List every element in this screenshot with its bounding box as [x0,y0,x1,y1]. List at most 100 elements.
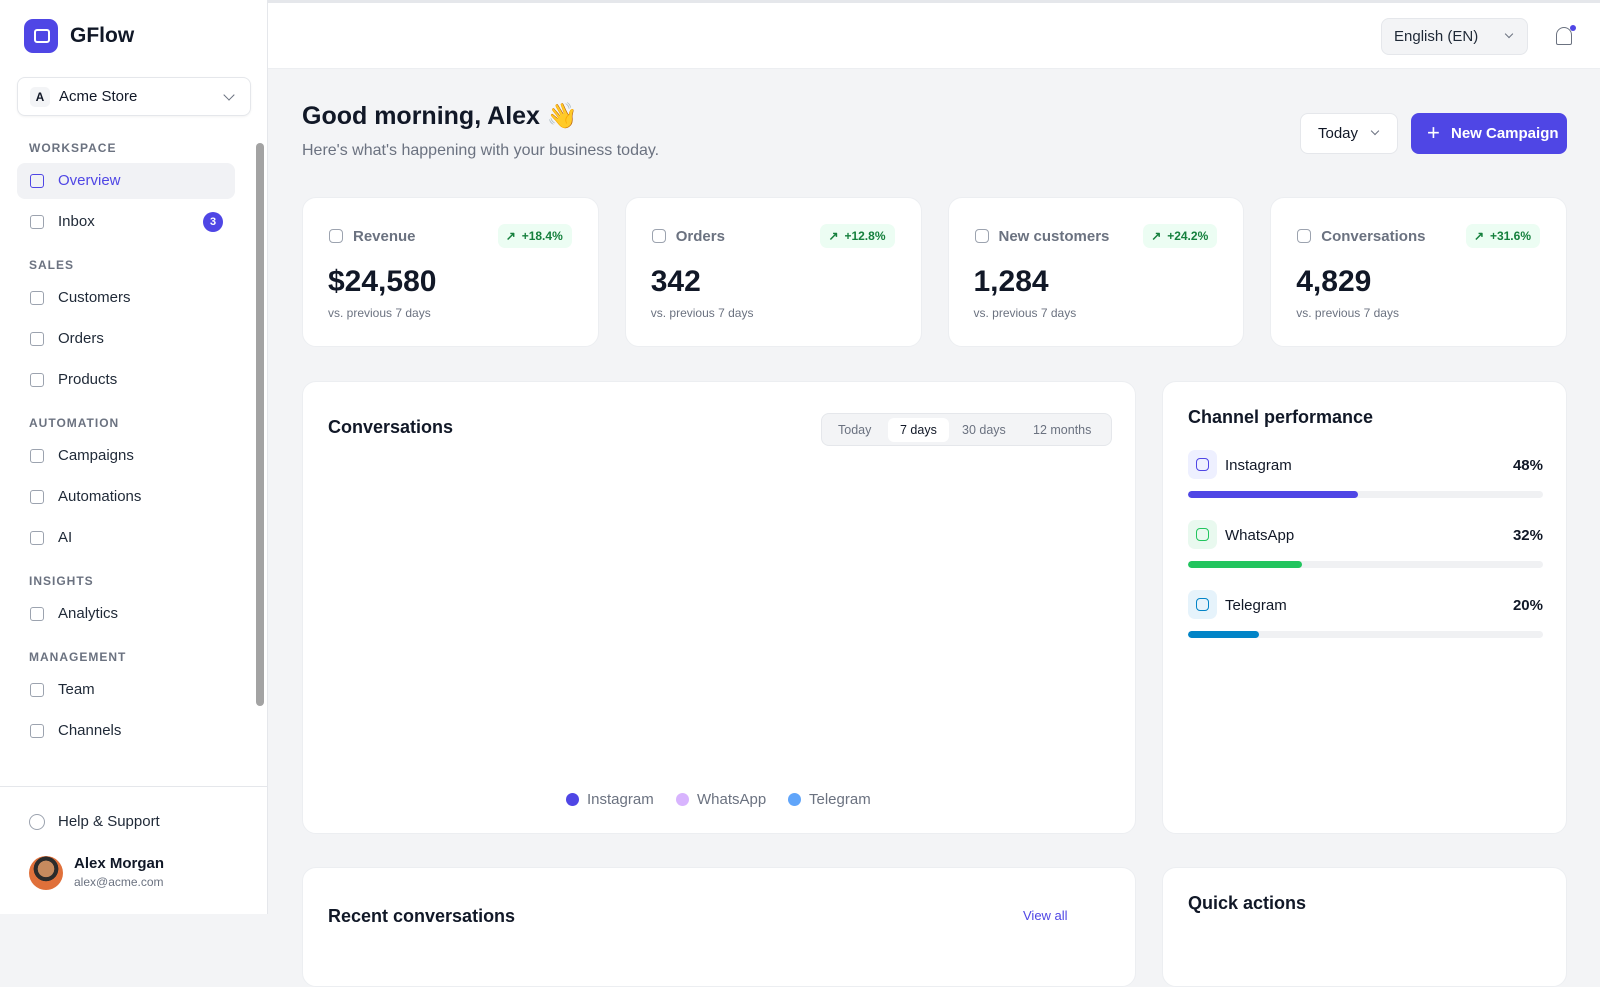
stat-change: +31.6% [1465,224,1540,248]
stat-value: 342 [650,265,701,298]
stat-label: New customers [998,228,1110,245]
stat-value: 4,829 [1296,265,1372,298]
sidebar-footer: Help & Support Alex Morgan alex@acme.com [0,786,267,914]
nav-item[interactable]: AI [17,520,235,556]
view-all[interactable]: View all [1023,908,1068,923]
chevron [1504,29,1514,39]
period-select[interactable]: Today [1300,113,1398,154]
nav-icon [30,531,44,545]
nav-label: AI [58,529,73,546]
nav-label: Team [58,681,95,698]
help-link[interactable]: Help & Support [58,813,160,830]
nav-icon [30,724,44,738]
legend-dot [676,793,689,806]
nav-item[interactable]: Team [17,672,235,708]
logo [24,19,58,53]
stat-label: Orders [675,228,725,245]
nav-section: WORKSPACE [29,141,117,155]
stat-note: vs. previous 7 days [650,306,754,320]
quick-card: Quick actions [1162,867,1567,987]
page: GFlow A Acme Store WORKSPACE Overview Inbo… [0,0,1600,914]
stat-change: +24.2% [1143,224,1218,248]
nav-label: Orders [58,330,104,347]
avatar[interactable] [29,856,63,890]
store-selector[interactable]: A Acme Store [17,77,251,116]
stat-card: New customers +24.2% 1,284 vs. previous 7 d… [947,197,1245,347]
tab[interactable]: Today [838,423,872,437]
tab[interactable]: 12 months [1033,423,1092,437]
progress-track [1188,561,1543,568]
icon-glyph [1196,458,1209,471]
language: English (EN) [1394,28,1479,45]
legend-label: Instagram [587,791,654,808]
nav-item[interactable]: Campaigns [17,438,235,474]
nav-item[interactable]: Automations [17,479,235,515]
recent-card: Recent conversations View all [302,867,1136,987]
stat-label: Conversations [1321,228,1426,245]
stat-icon [651,229,666,243]
legend-dot [566,793,579,806]
nav-item[interactable]: Inbox 3 [17,204,235,240]
stat-change: +18.4% [497,224,572,248]
user-email: alex@acme.com [74,875,164,889]
channel-name: Telegram [1225,597,1287,614]
stat-icon [974,229,989,243]
nav-icon [30,373,44,387]
channel-name: Instagram [1225,457,1292,474]
nav-item[interactable]: Analytics [17,596,235,632]
stat-note: vs. previous 7 days [973,306,1077,320]
greeting: Good morning, Alex 👋 [302,102,579,130]
channel-icon [1188,520,1217,549]
legend-item: Instagram [566,791,654,808]
nav-label: Automations [58,488,142,505]
tabs: Today 7 days 30 days 12 months [821,413,1112,446]
stat-note: vs. previous 7 days [1296,306,1399,320]
stat-card: Conversations +31.6% 4,829 vs. previous 7 d… [1270,197,1567,347]
channel-icon [1188,450,1217,479]
nav-icon [30,449,44,463]
legend-item: WhatsApp [676,791,766,808]
channel-icon [1188,590,1217,619]
stat-card: Revenue +18.4% $24,580 vs. previous 7 days [302,197,599,347]
nav-section: MANAGEMENT [29,650,127,664]
nav-label: Products [58,371,118,388]
stat-note: vs. previous 7 days [328,306,431,320]
nav-label: Inbox [58,213,95,230]
nav-label: Customers [58,289,131,306]
nav-item[interactable]: Customers [17,280,235,316]
scrollbar[interactable] [256,143,264,706]
card-title: Recent conversations [328,906,516,926]
nav-item[interactable]: Orders [17,321,235,357]
chevron [1370,126,1380,136]
progress-bar [1188,631,1259,638]
topbar: English (EN) [268,0,1600,69]
notifications[interactable] [1556,27,1572,45]
stat-label: Revenue [353,228,416,245]
new-campaign-button[interactable]: New Campaign [1411,112,1567,154]
nav-icon [30,291,44,305]
nav-icon [30,490,44,504]
tab[interactable]: 7 days [888,418,949,442]
nav-item[interactable]: Products [17,362,235,398]
nav-item[interactable]: Overview [17,163,235,199]
legend-label: Telegram [809,791,871,808]
nav-badge: 3 [203,212,223,232]
language-select[interactable]: English (EN) [1381,18,1528,55]
channel-share: 20% [1512,597,1543,614]
store-initial: A [30,87,50,107]
progress-track [1188,631,1543,638]
legend-item: Telegram [788,791,871,808]
card-title: Quick actions [1188,893,1307,913]
nav-label: Overview [58,172,121,189]
channel-card: Channel performance Instagram 48% WhatsApp… [1162,381,1567,834]
progress-track [1188,491,1543,498]
icon-glyph [1196,598,1209,611]
tab[interactable]: 30 days [962,423,1006,437]
progress-bar [1188,561,1302,568]
nav-item[interactable]: Channels [17,713,235,749]
nav: WORKSPACE Overview Inbox 3 SALES Customers Ord… [0,130,250,785]
period: Today [1318,125,1359,142]
nav-icon [30,683,44,697]
channel-share: 48% [1512,457,1543,474]
